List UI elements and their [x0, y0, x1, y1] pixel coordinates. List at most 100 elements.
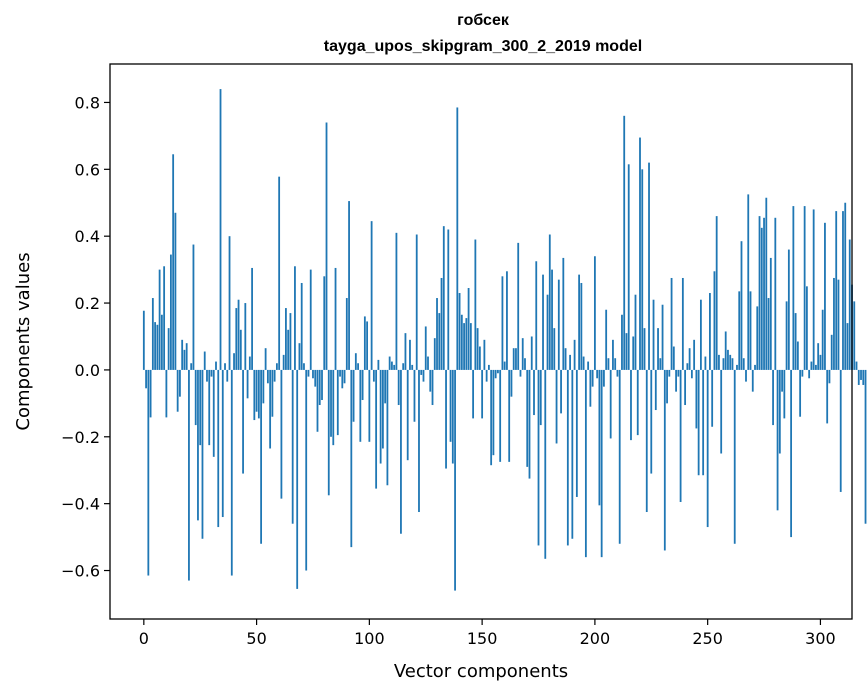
bar	[203, 351, 206, 370]
bar	[557, 279, 560, 370]
bar	[848, 239, 851, 370]
bar	[305, 369, 308, 571]
bar	[469, 323, 472, 370]
bar	[860, 369, 862, 380]
bar	[291, 369, 294, 524]
bar	[264, 348, 267, 370]
bar	[372, 369, 375, 382]
bar	[427, 356, 429, 370]
bar	[314, 369, 317, 387]
bar	[666, 369, 668, 404]
y-tick-label: −0.6	[61, 562, 100, 581]
bar	[546, 294, 549, 370]
bar	[289, 313, 292, 370]
bar	[348, 201, 350, 370]
bar	[478, 346, 481, 370]
chart-title-line-1: гобсек	[457, 12, 510, 29]
bar	[415, 234, 418, 370]
bar	[612, 339, 614, 370]
bar	[693, 339, 696, 370]
bar	[627, 164, 630, 370]
bar	[474, 239, 477, 370]
bar	[521, 338, 524, 370]
bar	[255, 369, 258, 412]
bar	[465, 318, 468, 370]
bar	[167, 328, 170, 370]
bar	[812, 209, 815, 370]
bar	[201, 369, 204, 539]
bar	[702, 369, 705, 476]
bar	[350, 369, 353, 548]
bar	[172, 154, 175, 370]
bar	[535, 261, 538, 370]
bar	[332, 369, 335, 446]
bar	[821, 309, 824, 370]
bar	[720, 369, 723, 454]
bar	[706, 369, 709, 528]
x-tick-label: 300	[805, 629, 836, 648]
bar	[230, 369, 233, 576]
bar	[285, 308, 287, 370]
bar	[393, 364, 396, 370]
y-tick-label: 0.8	[75, 93, 100, 112]
bar	[359, 369, 362, 442]
bar	[490, 369, 493, 466]
bar	[334, 267, 337, 370]
bar	[621, 314, 623, 370]
bar	[280, 369, 283, 499]
bar	[810, 361, 813, 370]
bar	[160, 314, 163, 370]
bar	[801, 369, 804, 377]
bar	[442, 226, 445, 370]
bar	[449, 369, 452, 442]
bar	[454, 369, 456, 591]
bar	[727, 349, 729, 370]
bar	[194, 369, 197, 426]
bar	[769, 257, 772, 370]
bar	[181, 339, 184, 370]
bar	[679, 369, 682, 502]
y-tick-label: 0.0	[75, 361, 100, 380]
bar	[790, 369, 793, 538]
bar	[542, 274, 544, 370]
bar	[718, 354, 720, 370]
bar	[645, 369, 648, 513]
bar	[248, 356, 251, 370]
bar	[440, 277, 443, 370]
bar	[221, 369, 224, 518]
bar	[515, 348, 517, 370]
bar	[580, 282, 583, 370]
bar	[643, 328, 646, 370]
bar	[251, 267, 253, 370]
bar	[418, 369, 420, 513]
bar	[600, 369, 603, 558]
bar	[339, 369, 341, 377]
bar	[731, 358, 734, 370]
bar	[266, 369, 269, 384]
y-tick-label: 0.2	[75, 294, 100, 313]
bar	[749, 291, 752, 370]
bar	[603, 369, 605, 387]
bar	[763, 217, 765, 370]
bar	[722, 358, 725, 370]
bar	[224, 363, 226, 370]
bar	[497, 369, 499, 374]
bar	[808, 369, 811, 379]
bar	[316, 369, 319, 432]
bar	[472, 369, 475, 419]
bar	[422, 369, 425, 382]
bar	[785, 301, 788, 370]
bar	[607, 358, 610, 370]
bar	[206, 369, 208, 382]
bar	[501, 276, 504, 370]
bar	[237, 299, 240, 370]
bar	[756, 306, 759, 370]
bar	[429, 369, 432, 392]
bar	[677, 369, 680, 377]
bar	[352, 369, 355, 422]
chart-title-line-2: tayga_upos_skipgram_300_2_2019 model	[324, 38, 642, 55]
bar	[519, 369, 522, 377]
y-tick-label: −0.4	[61, 495, 100, 514]
bar	[618, 369, 621, 544]
